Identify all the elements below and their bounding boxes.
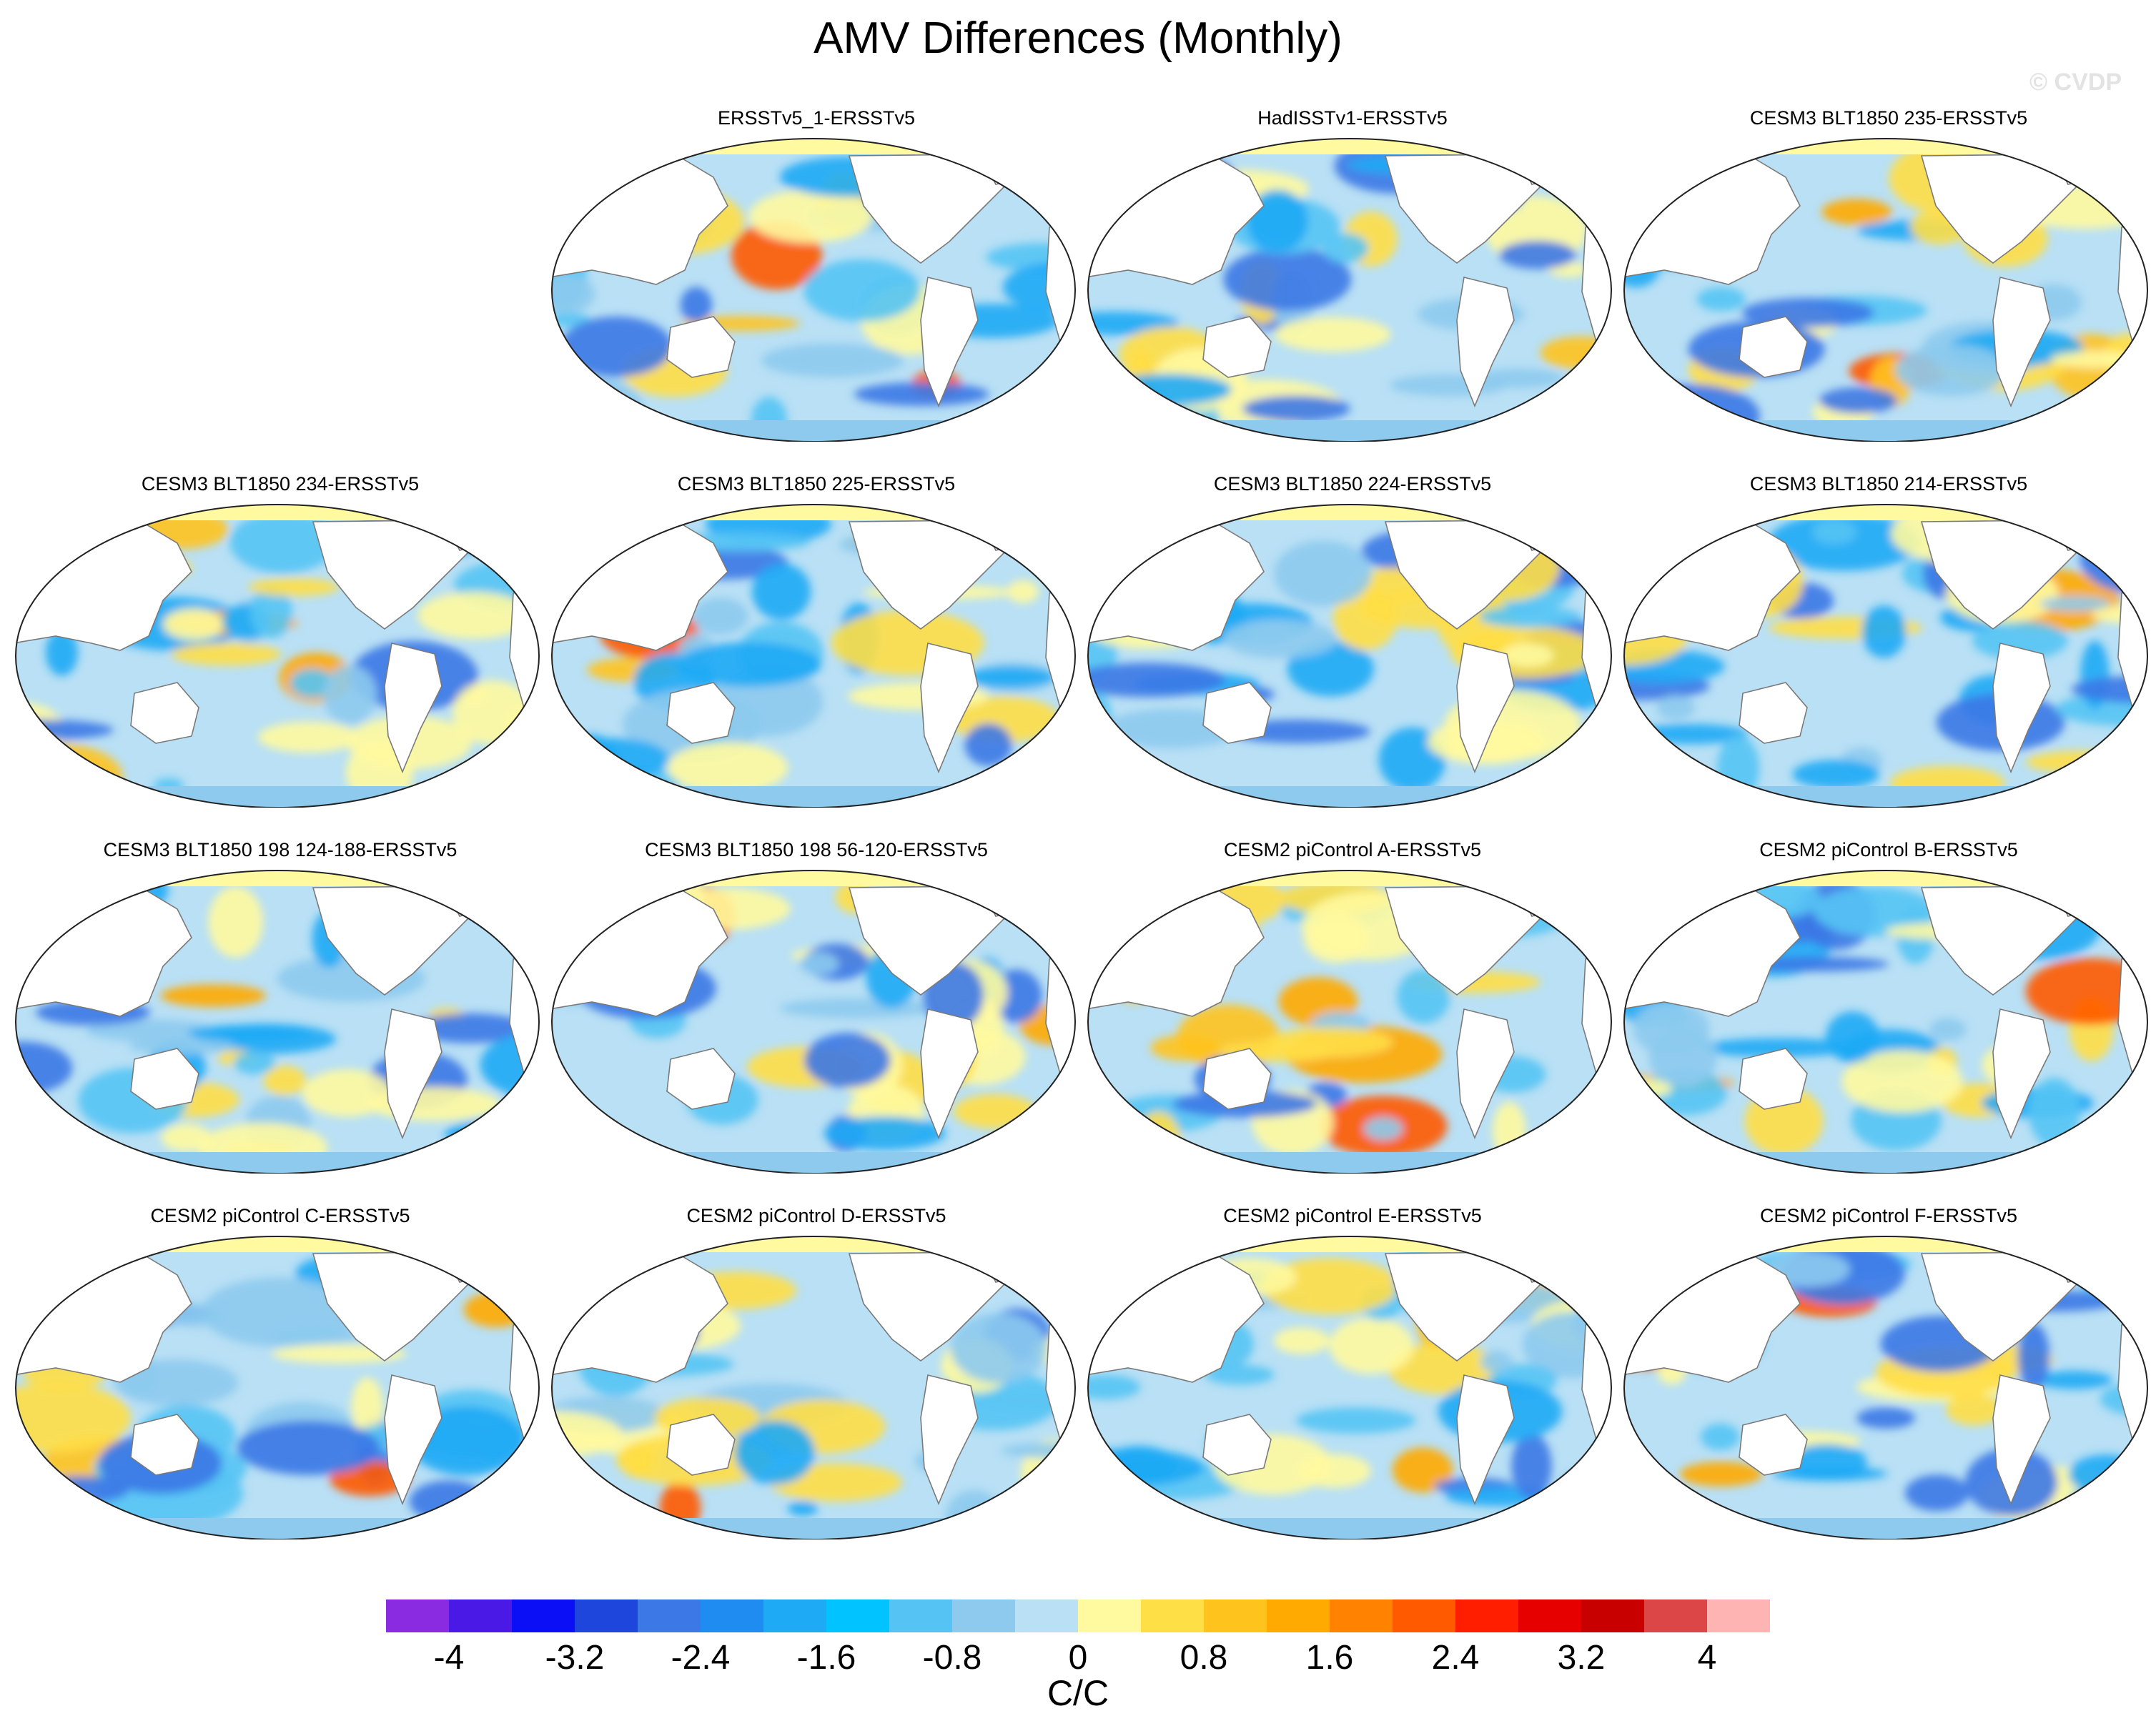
colorbar-swatch (638, 1599, 701, 1632)
colorbar-swatch (763, 1599, 826, 1632)
panel-title: CESM3 BLT1850 225-ERSSTv5 (677, 473, 956, 495)
map-panel: CESM3 BLT1850 234-ERSSTv5 (13, 473, 548, 809)
colorbar-swatch (449, 1599, 512, 1632)
world-map (1623, 1236, 2148, 1539)
map-panel: CESM3 BLT1850 214-ERSSTv5 (1621, 473, 2156, 809)
world-map (1087, 870, 1612, 1174)
colorbar-tick-label: 4 (1697, 1639, 1717, 1677)
map-panel: CESM2 piControl E-ERSSTv5 (1085, 1205, 1620, 1541)
figure-title: AMV Differences (Monthly) (814, 14, 1342, 63)
colorbar-tick-labels: -4 -3.2 -2.4 -1.6 -0.8 0 0.8 1.6 2.4 3.2 4 (386, 1638, 1770, 1681)
colorbar-tick-label: -3.2 (545, 1639, 605, 1677)
colorbar-swatch (1078, 1599, 1141, 1632)
world-map (551, 1236, 1076, 1539)
colorbar-swatch (1707, 1599, 1770, 1632)
world-map (15, 504, 540, 808)
colorbar-swatch (1581, 1599, 1644, 1632)
colorbar-swatch (1141, 1599, 1204, 1632)
colorbar-swatch (1455, 1599, 1518, 1632)
world-map (1087, 1236, 1612, 1539)
map-panel: CESM3 BLT1850 225-ERSSTv5 (549, 473, 1084, 809)
colorbar-units-label: C/C (1047, 1673, 1109, 1713)
panel-title: CESM2 piControl D-ERSSTv5 (686, 1205, 946, 1226)
colorbar-swatch (826, 1599, 889, 1632)
world-map (1623, 504, 2148, 808)
panel-title: HadISSTv1-ERSSTv5 (1257, 107, 1448, 129)
panel-title: CESM2 piControl F-ERSSTv5 (1759, 1205, 2018, 1226)
panel-title: CESM3 BLT1850 198 56-120-ERSSTv5 (645, 839, 988, 860)
colorbar-tick-label: 0 (1068, 1639, 1088, 1677)
world-map (551, 504, 1076, 808)
map-panel: CESM2 piControl C-ERSSTv5 (13, 1205, 548, 1541)
colorbar-swatch (1330, 1599, 1393, 1632)
colorbar-tick-label: 3.2 (1557, 1639, 1606, 1677)
world-map (15, 870, 540, 1174)
world-map (1623, 870, 2148, 1174)
colorbar (386, 1599, 1770, 1632)
panel-title: CESM2 piControl B-ERSSTv5 (1759, 839, 2018, 860)
panel-title: ERSSTv5_1-ERSSTv5 (717, 107, 916, 129)
colorbar-swatch (1644, 1599, 1707, 1632)
colorbar-swatch (889, 1599, 952, 1632)
colorbar-swatch (1204, 1599, 1267, 1632)
world-map (15, 1236, 540, 1539)
colorbar-swatch (512, 1599, 575, 1632)
colorbar-tick-label: -1.6 (796, 1639, 856, 1677)
panel-title: CESM3 BLT1850 235-ERSSTv5 (1749, 107, 2028, 129)
panel-title: CESM2 piControl E-ERSSTv5 (1223, 1205, 1482, 1226)
colorbar-swatch (386, 1599, 449, 1632)
world-map (1087, 504, 1612, 808)
panel-title: CESM3 BLT1850 234-ERSSTv5 (141, 473, 420, 495)
colorbar-tick-label: 2.4 (1431, 1639, 1480, 1677)
colorbar-swatch (1518, 1599, 1581, 1632)
colorbar-swatch (952, 1599, 1015, 1632)
panel-title: CESM3 BLT1850 198 124-188-ERSSTv5 (103, 839, 458, 860)
map-panel: HadISSTv1-ERSSTv5 (1085, 107, 1620, 443)
map-panel: CESM2 piControl A-ERSSTv5 (1085, 839, 1620, 1175)
colorbar-swatch (1393, 1599, 1455, 1632)
colorbar-tick-label: 0.8 (1180, 1639, 1228, 1677)
panel-title: CESM3 BLT1850 224-ERSSTv5 (1213, 473, 1492, 495)
world-map (1087, 138, 1612, 442)
map-panel: CESM3 BLT1850 224-ERSSTv5 (1085, 473, 1620, 809)
colorbar-tick-label: -4 (433, 1639, 465, 1677)
colorbar-tick-label: -0.8 (922, 1639, 982, 1677)
world-map (551, 870, 1076, 1174)
map-panel: CESM3 BLT1850 198 56-120-ERSSTv5 (549, 839, 1084, 1175)
map-panel: CESM3 BLT1850 235-ERSSTv5 (1621, 107, 2156, 443)
colorbar-swatch (575, 1599, 638, 1632)
world-map (551, 138, 1076, 442)
colorbar-swatch (1015, 1599, 1078, 1632)
world-map (1623, 138, 2148, 442)
colorbar-swatch (701, 1599, 763, 1632)
map-panel: CESM2 piControl D-ERSSTv5 (549, 1205, 1084, 1541)
map-panel: CESM2 piControl B-ERSSTv5 (1621, 839, 2156, 1175)
panel-title: CESM2 piControl C-ERSSTv5 (150, 1205, 410, 1226)
map-panel: CESM3 BLT1850 198 124-188-ERSSTv5 (13, 839, 548, 1175)
colorbar-tick-label: -2.4 (671, 1639, 731, 1677)
map-panel: CESM2 piControl F-ERSSTv5 (1621, 1205, 2156, 1541)
panel-title: CESM3 BLT1850 214-ERSSTv5 (1749, 473, 2028, 495)
watermark: © CVDP (2029, 69, 2122, 96)
panel-title: CESM2 piControl A-ERSSTv5 (1223, 839, 1482, 860)
colorbar-tick-label: 1.6 (1305, 1639, 1354, 1677)
colorbar-swatch (1267, 1599, 1330, 1632)
map-panel: ERSSTv5_1-ERSSTv5 (549, 107, 1084, 443)
